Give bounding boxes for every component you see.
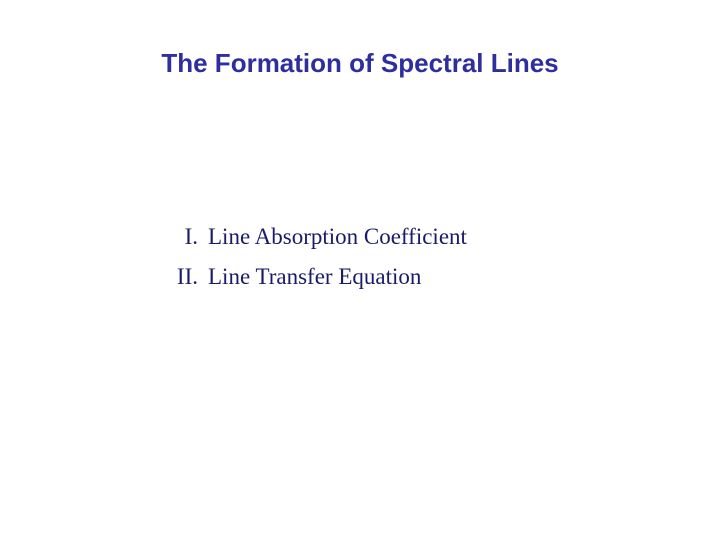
list-text: Line Absorption Coefficient (208, 224, 467, 250)
outline-list: I. Line Absorption Coefficient II. Line … (160, 224, 467, 304)
list-item: II. Line Transfer Equation (160, 264, 467, 290)
slide-title: The Formation of Spectral Lines (0, 48, 720, 79)
list-text: Line Transfer Equation (208, 264, 467, 290)
title-text: The Formation of Spectral Lines (161, 48, 558, 78)
list-marker: II. (160, 264, 208, 290)
list-marker: I. (160, 224, 208, 250)
list-item: I. Line Absorption Coefficient (160, 224, 467, 250)
